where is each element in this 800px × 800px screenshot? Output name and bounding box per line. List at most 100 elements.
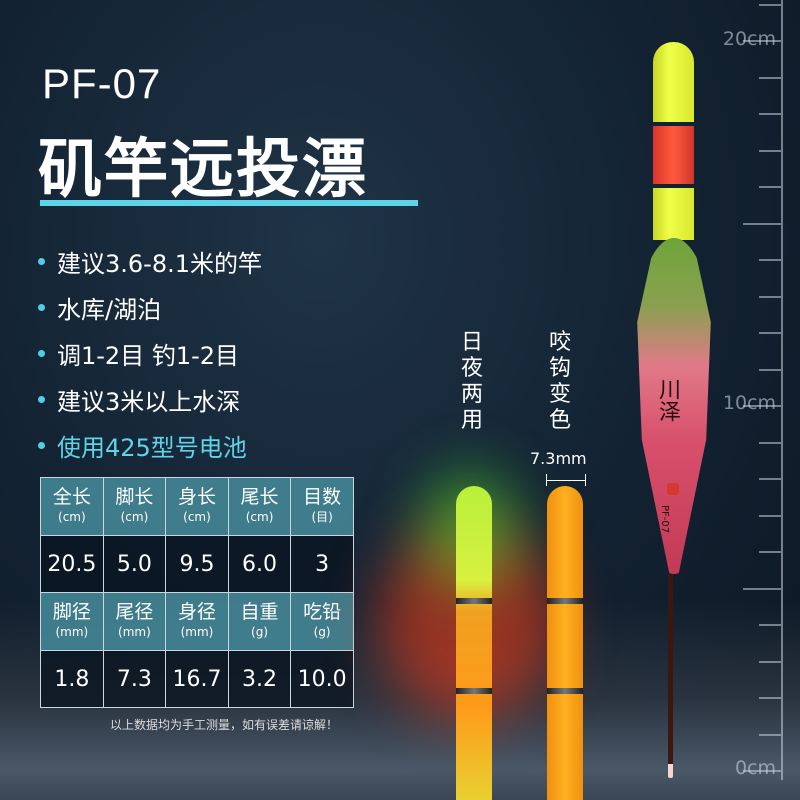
- ruler-tick: [759, 186, 781, 188]
- ruler-tick: [759, 514, 781, 517]
- spec-unit: (cm): [120, 509, 149, 524]
- bullet-icon: [38, 441, 45, 449]
- float-tail: [653, 42, 694, 240]
- feature-item: 水库/湖泊: [38, 284, 262, 330]
- ruler-tick: [759, 441, 781, 444]
- spec-header-cell: 吃铅 (g): [290, 592, 354, 651]
- spec-value-cell: 3: [290, 535, 354, 593]
- tail-diameter-label: 7.3mm: [530, 449, 587, 468]
- measurement-note: 以上数据均为手工测量，如有误差请谅解！: [110, 718, 339, 732]
- float-model-mark: PF-07: [659, 505, 670, 534]
- ruler-tick: [759, 624, 781, 626]
- spec-unit: (mm): [55, 624, 89, 639]
- spec-header-cell: 身径 (mm): [165, 592, 229, 651]
- bullet-icon: [38, 349, 45, 357]
- float-band: [653, 122, 694, 126]
- feature-item: 建议3.6-8.1米的竿: [38, 238, 262, 284]
- tube-band: [547, 688, 583, 694]
- feature-list: 建议3.6-8.1米的竿 水库/湖泊 调1-2目 钓1-2目 建议3米以上水深 …: [38, 238, 262, 468]
- spec-header-cell: 全长 (cm): [40, 477, 104, 536]
- spec-unit: (g): [251, 624, 269, 639]
- ruler-tick: [759, 259, 781, 261]
- float-band: [653, 184, 694, 188]
- bullet-icon: [38, 257, 45, 265]
- spec-unit: (mm): [180, 624, 214, 639]
- spec-header-cell: 脚径 (mm): [40, 592, 104, 651]
- seal-stamp: [667, 483, 679, 495]
- spec-unit: (g): [313, 624, 331, 639]
- spec-name: 尾径: [115, 600, 154, 623]
- spec-value-cell: 16.7: [165, 650, 229, 708]
- spec-unit: (cm): [183, 509, 211, 524]
- spec-value-cell: 10.0: [290, 650, 354, 708]
- float-tail-red-segment: [653, 124, 694, 184]
- label-bite-color: 咬钩变色: [548, 330, 571, 433]
- spec-name: 脚径: [52, 600, 91, 623]
- ruler-tick: [743, 770, 781, 772]
- ruler-tick: [759, 76, 781, 79]
- ruler-tick: [743, 405, 781, 407]
- spec-name: 身长: [177, 485, 216, 508]
- ruler-tick: [743, 587, 781, 590]
- dimension-line: [546, 474, 586, 486]
- spec-name: 吃铅: [303, 600, 342, 623]
- feature-item: 调1-2目 钓1-2目: [38, 330, 262, 376]
- ruler-tick: [743, 222, 781, 225]
- label-day-night: 日夜两用: [460, 330, 483, 433]
- page-title: 矶竿远投漂: [38, 133, 368, 207]
- spec-name: 脚长: [115, 485, 154, 508]
- model-number: PF-07: [42, 60, 162, 107]
- ruler: [781, 0, 783, 780]
- spec-header-cell: 尾径 (mm): [102, 592, 167, 651]
- night-tail-tube: [456, 486, 492, 800]
- ruler-label-20cm: 20cm: [722, 28, 776, 50]
- ruler-tick: [759, 3, 781, 6]
- ruler-tick: [759, 478, 781, 480]
- spec-name: 身径: [177, 600, 216, 623]
- spec-value-cell: 5.0: [102, 535, 167, 593]
- tube-band: [547, 598, 583, 604]
- ruler-tick: [759, 551, 781, 553]
- spec-unit: (cm): [245, 509, 274, 524]
- spec-header-cell: 尾长 (cm): [227, 477, 292, 536]
- ruler-label-0cm: 0cm: [734, 757, 776, 779]
- spec-name: 目数: [303, 485, 342, 508]
- spec-name: 自重: [240, 600, 279, 623]
- spec-unit: (mm): [118, 624, 151, 639]
- spec-value-cell: 7.3: [102, 650, 167, 708]
- ruler-tick: [759, 368, 781, 371]
- float-brand-logo: 川泽: [655, 378, 680, 422]
- bullet-icon: [38, 303, 45, 311]
- ruler-tick: [743, 40, 781, 42]
- feature-item-battery: 使用425型号电池: [38, 422, 262, 468]
- ruler-tick: [759, 697, 781, 699]
- ruler-tick: [759, 295, 781, 298]
- spec-unit: (目): [311, 509, 333, 524]
- float-stem-tip: [668, 764, 673, 778]
- ruler-label-10cm: 10cm: [722, 392, 776, 414]
- ruler-tick: [759, 149, 781, 152]
- ruler-tick: [759, 332, 781, 334]
- float-stem: [668, 574, 673, 770]
- spec-value-cell: 6.0: [227, 535, 292, 593]
- title-underline: [40, 200, 418, 206]
- tube-band: [456, 688, 492, 694]
- spec-value-cell: 9.5: [165, 535, 229, 593]
- tube-band: [456, 598, 492, 604]
- bullet-icon: [38, 395, 45, 403]
- ruler-tick: [759, 113, 781, 115]
- ruler-tick: [759, 733, 781, 736]
- spec-name: 尾长: [240, 485, 279, 508]
- spec-value-cell: 20.5: [40, 535, 104, 593]
- spec-unit: (cm): [58, 509, 86, 524]
- spec-header-cell: 自重 (g): [227, 592, 292, 651]
- spec-header-cell: 身长 (cm): [165, 477, 229, 536]
- spec-table: 全长 (cm) 脚长 (cm) 身长 (cm) 尾长 (cm) 目数 (目) 20.5 5.0 9.5…: [40, 477, 354, 708]
- spec-value-cell: 1.8: [40, 650, 104, 708]
- spec-name: 全长: [52, 485, 91, 508]
- spec-header-cell: 目数 (目): [290, 477, 354, 536]
- spec-header-cell: 脚长 (cm): [102, 477, 167, 536]
- ruler-tick: [759, 660, 781, 663]
- bite-tail-tube: [547, 486, 583, 800]
- feature-item: 建议3米以上水深: [38, 376, 262, 422]
